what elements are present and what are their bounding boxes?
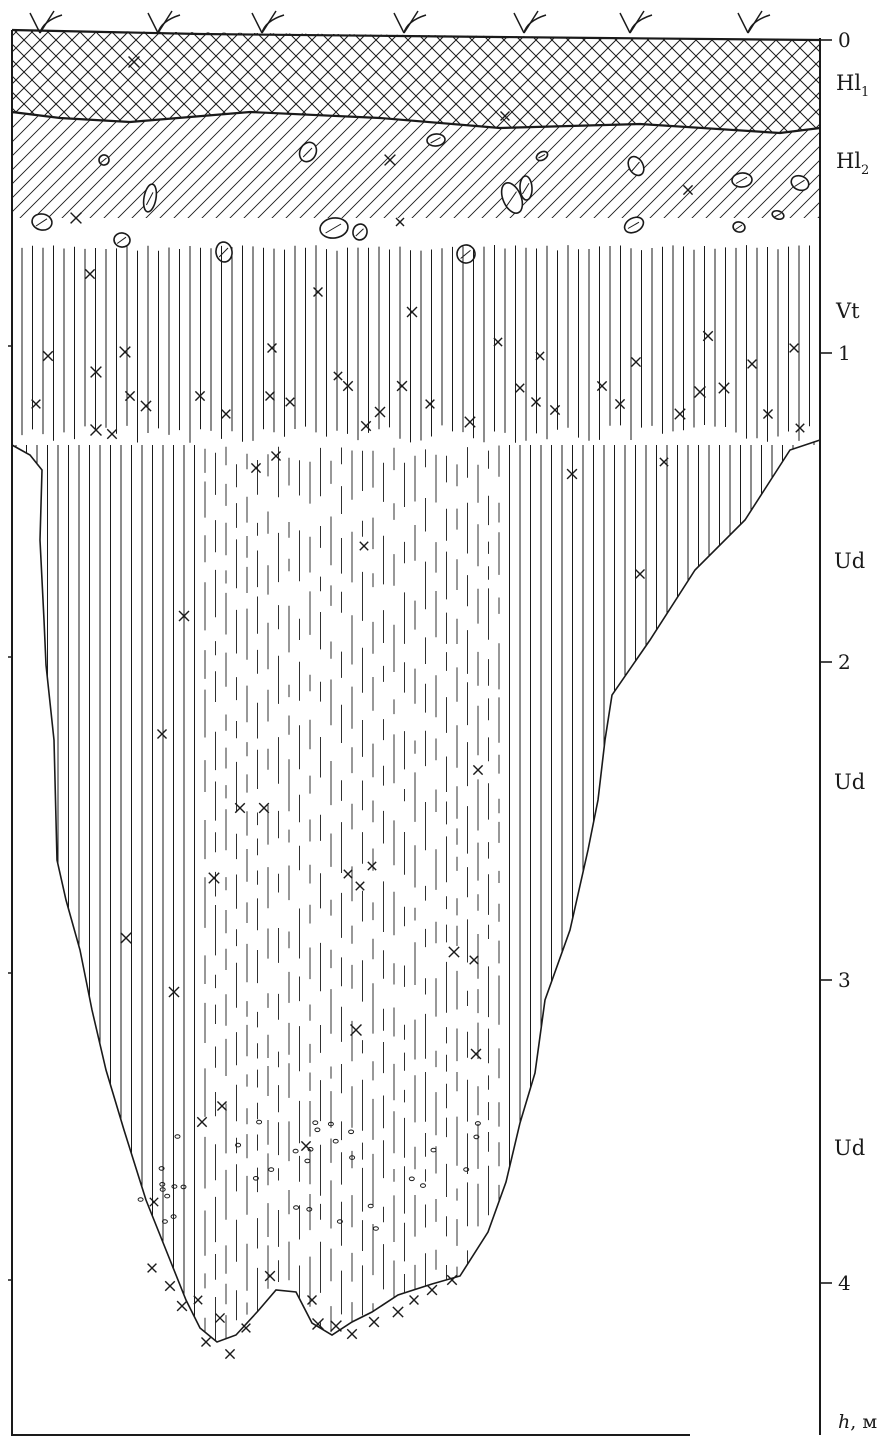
ud-wedge-outline xyxy=(11,439,821,1343)
depth-axis-label: h, м xyxy=(838,1411,877,1433)
horizon-label-ud-1: Ud xyxy=(834,549,865,573)
horizon-labels: Hl1 Hl2 Vt Ud Ud Ud xyxy=(834,71,869,1160)
depth-tick-4: 4 xyxy=(820,1271,851,1295)
depth-scale: 0 1 2 3 4 xyxy=(8,28,851,1295)
horizon-hl2-layer xyxy=(12,112,820,218)
horizon-label-vt: Vt xyxy=(835,299,860,323)
depth-tick-0: 0 xyxy=(820,28,851,52)
inclusion-marks xyxy=(31,56,805,1360)
horizon-label-hl2: Hl2 xyxy=(836,149,869,178)
profile-frame xyxy=(11,30,821,1436)
horizon-label-hl1: Hl1 xyxy=(836,71,869,100)
svg-text:4: 4 xyxy=(838,1271,851,1295)
svg-text:1: 1 xyxy=(838,341,851,365)
depth-tick-2: 2 xyxy=(820,650,851,674)
depth-tick-3: 3 xyxy=(820,968,851,992)
svg-text:2: 2 xyxy=(838,650,851,674)
svg-text:3: 3 xyxy=(838,968,851,992)
gravel-fragments xyxy=(31,133,810,264)
horizon-vt-layer xyxy=(21,245,810,443)
horizon-ud-wedge xyxy=(15,440,815,1342)
horizon-hl1-layer xyxy=(12,30,820,133)
horizon-label-ud-2: Ud xyxy=(834,770,865,794)
grass-symbols xyxy=(29,10,771,34)
horizon-label-ud-3: Ud xyxy=(834,1136,865,1160)
depth-tick-1: 1 xyxy=(820,341,851,365)
ground-surface-line xyxy=(11,28,821,42)
svg-text:0: 0 xyxy=(838,28,851,52)
